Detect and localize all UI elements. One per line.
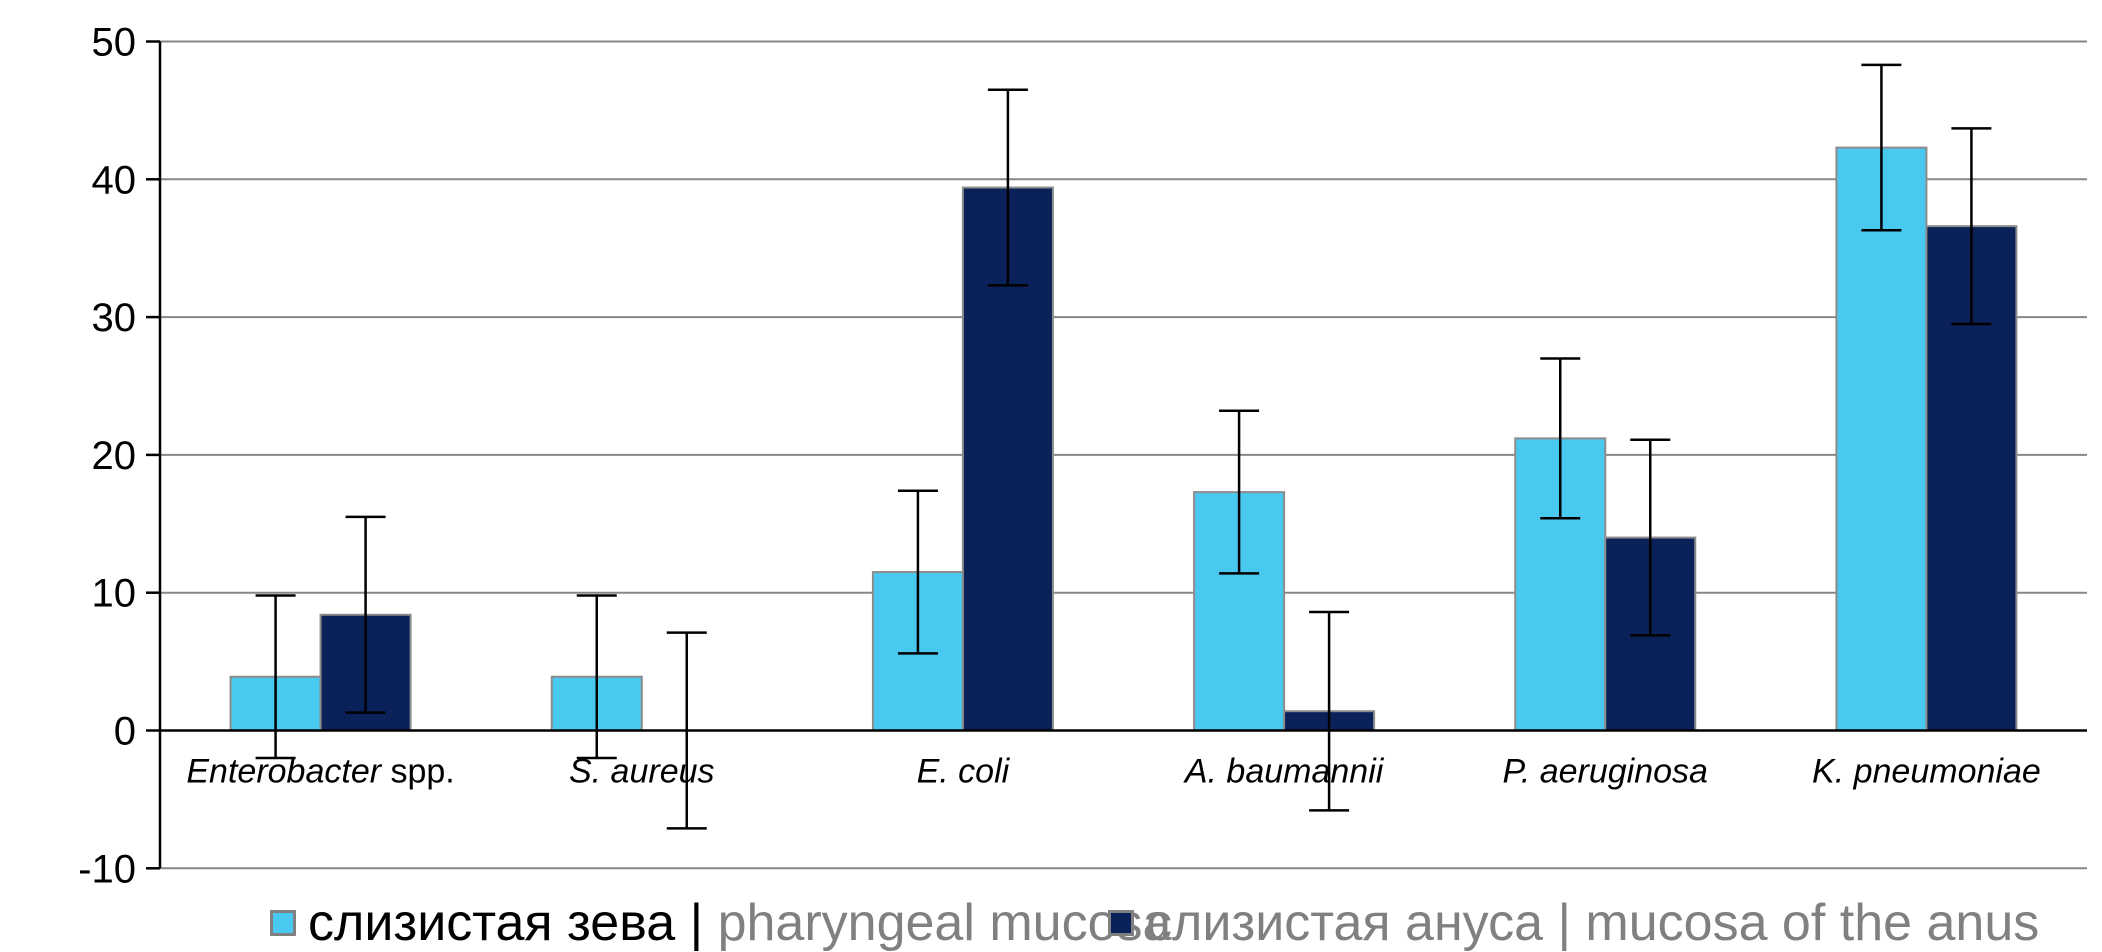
category-name-italic: Enterobacter [186,753,382,791]
legend-swatch-anal-mucosa [1108,910,1134,936]
legend-label-pharyngeal-mucosa-ru: слизистая зева | [308,894,704,952]
y-tick-label--10: -10 [78,847,136,891]
legend-label-anal-mucosa-en: слизистая ануса | mucosa of the anus [1146,894,2040,952]
error-bar-pharyngeal-mucosa-1 [576,594,617,760]
category-name-italic: S. aureus [569,753,715,791]
category-name-italic: K. pneumoniae [1812,753,2041,791]
category-name-roman: spp. [381,753,455,791]
x-category-label-2: E. coli [917,753,1011,791]
legend-label-pharyngeal-mucosa-en: pharyngeal mucosa [703,894,1172,952]
x-category-label-0: Enterobacter spp. [186,753,454,791]
x-category-label-1: S. aureus [569,753,715,791]
bar-pharyngeal-mucosa-5 [1835,146,1928,732]
category-name-italic: E. coli [917,753,1011,791]
y-tick-label-10: 10 [92,572,137,616]
error-bar-pharyngeal-mucosa-2 [897,489,938,655]
error-bar-pharyngeal-mucosa-4 [1540,357,1581,520]
error-bar-anal-mucosa-0 [345,515,386,714]
error-bar-anal-mucosa-3 [1309,610,1350,812]
y-tick-label-0: 0 [114,710,136,754]
x-category-label-5: K. pneumoniae [1812,753,2041,791]
legend-item-anal-mucosa: слизистая ануса | mucosa of the anus [1108,897,2039,949]
error-bar-anal-mucosa-1 [666,631,707,830]
y-tick-label-20: 20 [92,434,137,478]
y-tick-label-30: 30 [92,296,137,340]
error-bar-anal-mucosa-4 [1630,438,1671,637]
error-bar-pharyngeal-mucosa-5 [1861,63,1902,232]
legend-item-pharyngeal-mucosa: слизистая зева | pharyngeal mucosa [270,897,1171,949]
category-name-italic: P. aeruginosa [1503,753,1708,791]
legend-swatch-pharyngeal-mucosa [270,910,296,936]
error-bar-anal-mucosa-2 [987,88,1028,287]
y-tick-label-50: 50 [92,21,137,65]
error-bar-anal-mucosa-5 [1951,127,1992,326]
error-bar-pharyngeal-mucosa-3 [1219,409,1260,575]
category-name-italic: A. baumannii [1183,753,1385,791]
x-category-label-3: A. baumannii [1183,753,1385,791]
error-bar-pharyngeal-mucosa-0 [255,594,296,760]
x-category-label-4: P. aeruginosa [1503,753,1708,791]
y-tick-label-40: 40 [92,158,137,202]
